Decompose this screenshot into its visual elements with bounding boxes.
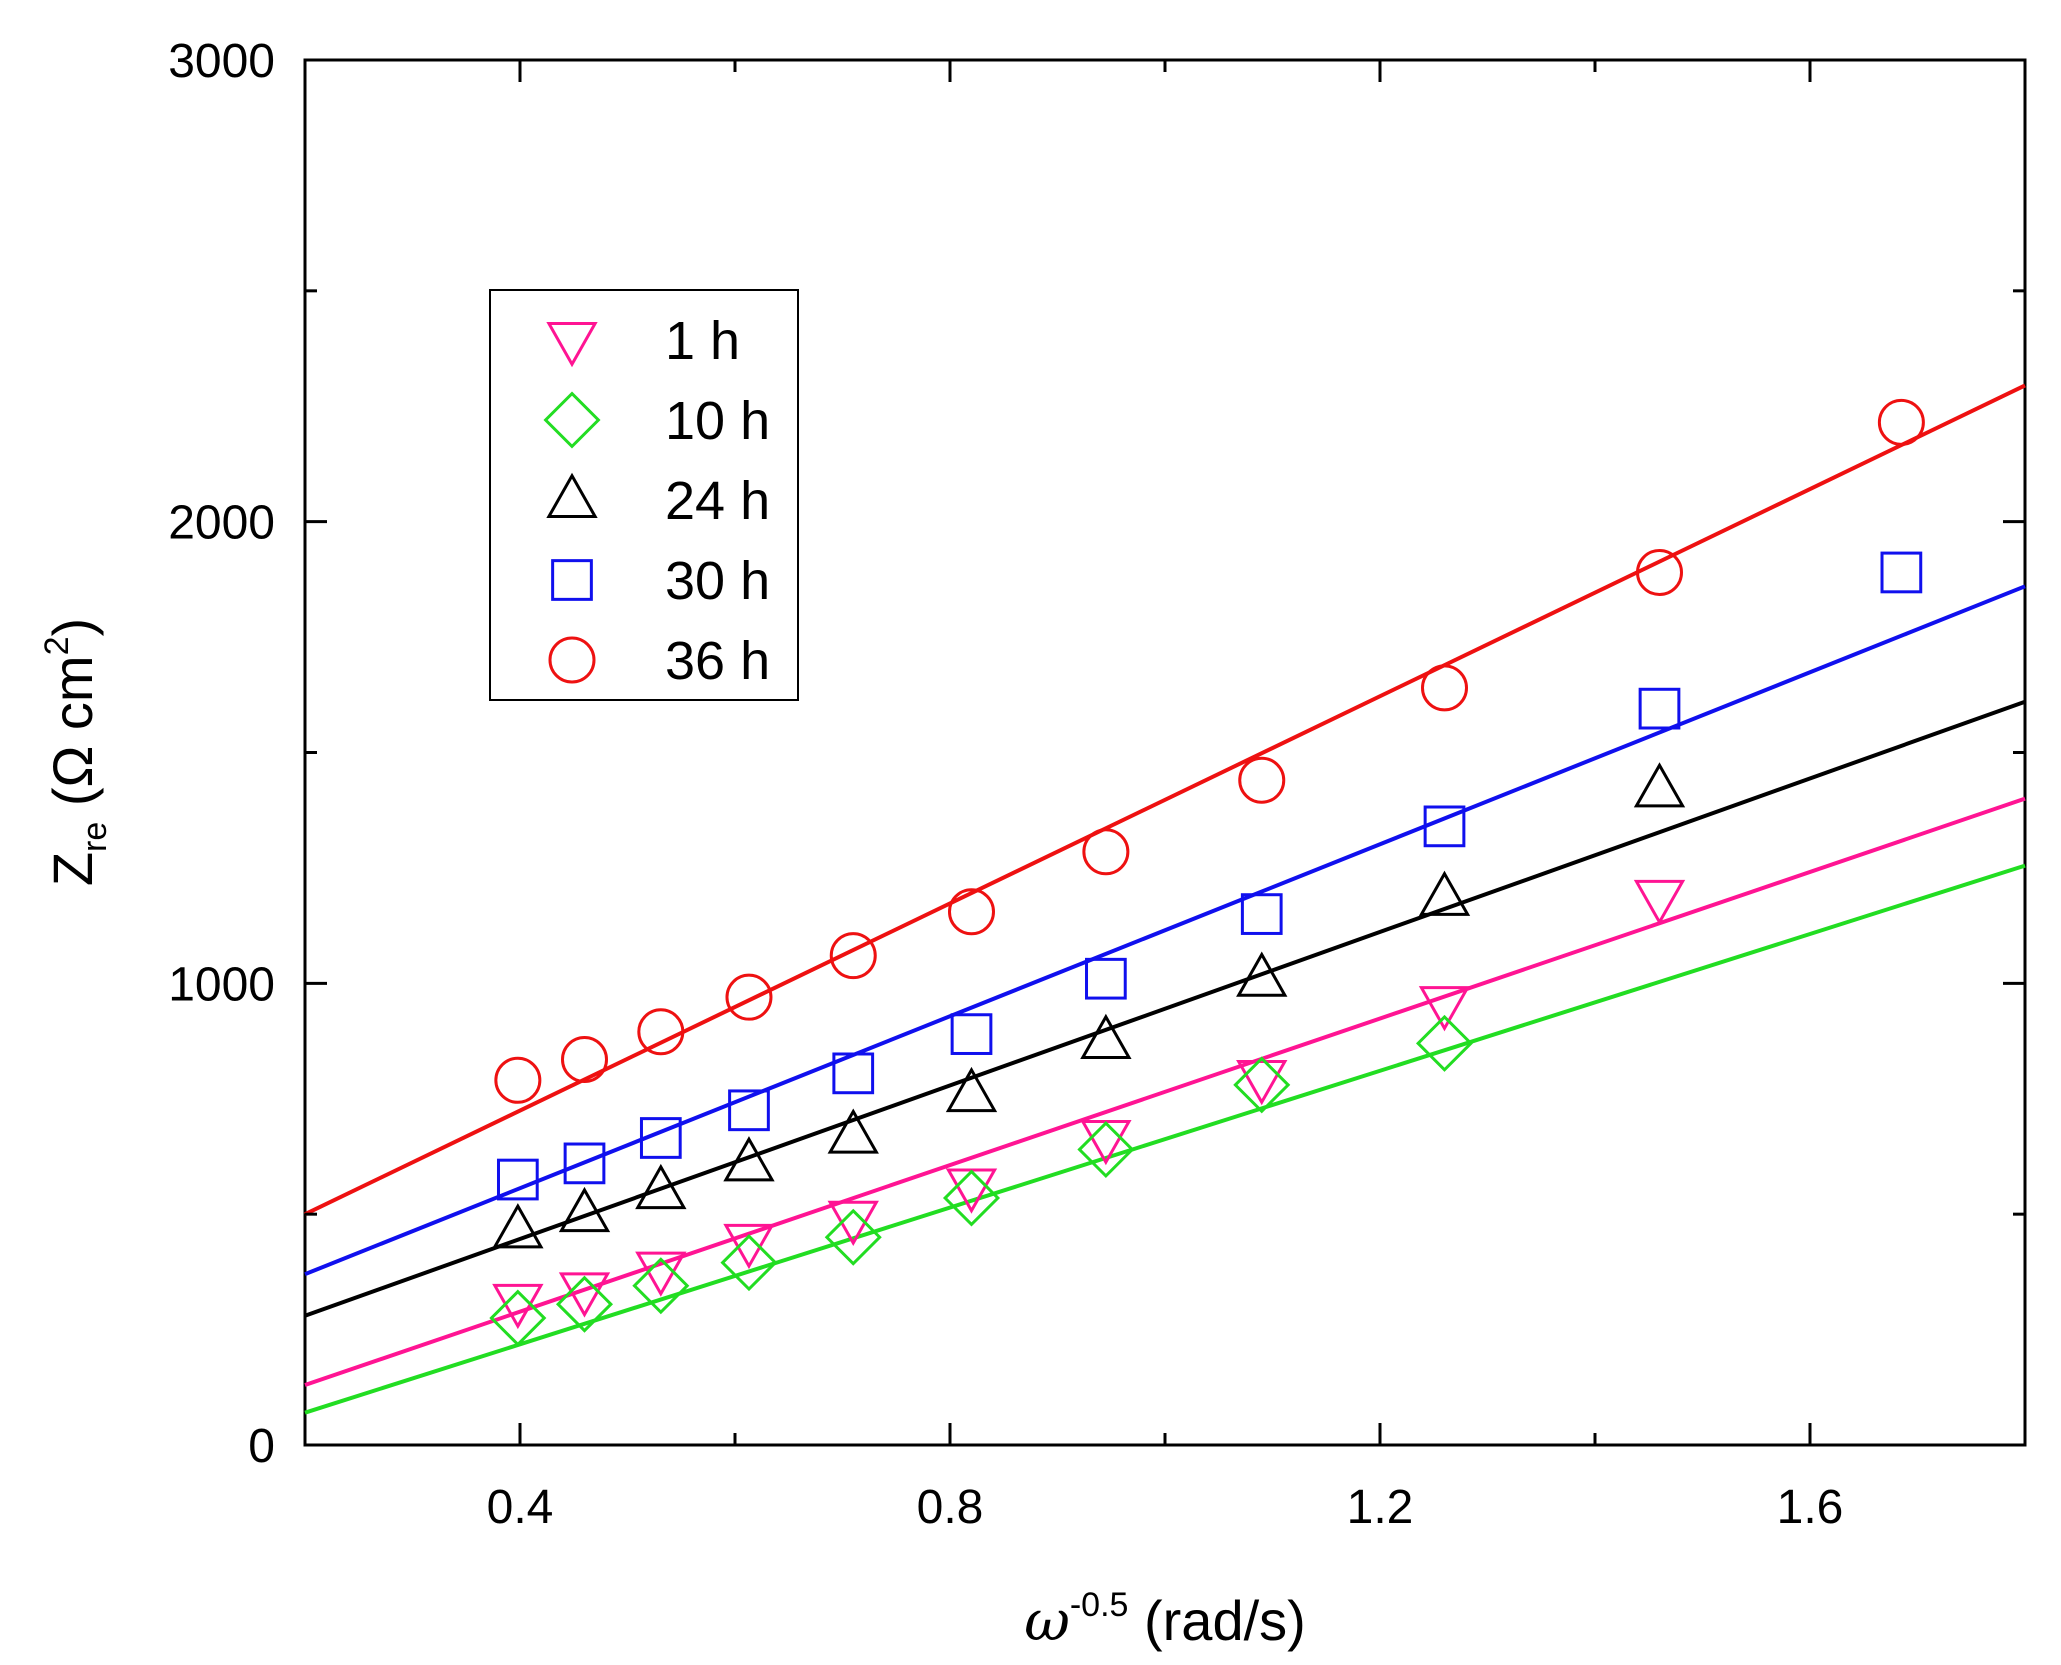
point-30h [496, 1158, 539, 1201]
y-axis-label-subscript: re [76, 822, 114, 852]
point-10h [555, 1275, 614, 1333]
fit-line-10h [304, 863, 2026, 1415]
point-36h [829, 932, 877, 980]
point-36h [1421, 664, 1468, 712]
point-30h [639, 1117, 682, 1159]
point-24h [558, 1186, 611, 1233]
legend-marker-36h [548, 636, 596, 684]
point-30h [1638, 687, 1681, 730]
y-tick-label: 0 [248, 1420, 275, 1473]
point-30h [832, 1052, 875, 1095]
x-axis-label: ω-0.5 (rad/s) [1024, 1586, 1306, 1654]
point-36h [494, 1056, 542, 1104]
point-30h [1240, 893, 1283, 935]
point-1h [723, 1223, 775, 1270]
point-36h [637, 1008, 685, 1056]
x-tick-label: 1.2 [1347, 1481, 1414, 1534]
point-1h [1236, 1059, 1288, 1106]
legend-marker-1h [546, 322, 598, 368]
point-24h [492, 1203, 544, 1249]
point-1h [1418, 986, 1471, 1032]
legend-marker-30h [551, 559, 593, 601]
point-1h [1633, 879, 1686, 926]
plot-area-frame [303, 58, 2027, 1447]
y-tick-label: 1000 [168, 958, 275, 1011]
y-axis: 0 1000 2000 3000 [168, 35, 2025, 1473]
point-24h [635, 1163, 687, 1210]
legend-frame [489, 289, 799, 701]
legend-label-10h: 10 h [665, 391, 770, 451]
legend-label-30h: 30 h [665, 551, 770, 611]
legend-marker-24h [546, 472, 598, 518]
data-markers [489, 398, 1925, 1347]
point-30h [1085, 957, 1127, 1000]
point-36h [725, 973, 773, 1021]
fit-line-1h [304, 796, 2026, 1387]
point-24h [945, 1066, 998, 1113]
x-tick-label: 0.4 [487, 1481, 554, 1534]
fit-line-30h [304, 584, 2026, 1277]
point-30h [728, 1089, 770, 1132]
point-10h [1415, 1014, 1474, 1072]
y-axis-label-exponent: 2 [38, 637, 76, 656]
y-axis-label-symbol: Z [41, 852, 104, 886]
point-36h [1238, 756, 1286, 804]
point-10h [632, 1257, 690, 1315]
point-10h [824, 1208, 882, 1266]
point-30h [563, 1142, 606, 1185]
point-30h [950, 1013, 993, 1055]
point-1h [558, 1272, 611, 1318]
point-10h [720, 1234, 778, 1292]
point-36h [561, 1036, 608, 1084]
fit-line-36h [304, 383, 2026, 1216]
point-10h [942, 1169, 1001, 1227]
y-axis-label-unit-open: (Ω cm [41, 655, 104, 821]
point-10h [489, 1289, 547, 1347]
point-30h [1880, 551, 1923, 594]
point-10h [1233, 1056, 1291, 1114]
y-axis-label: Zre (Ω cm2) [38, 618, 114, 886]
legend: 1 h 10 h 24 h 30 h 36 h [489, 289, 799, 701]
point-1h [492, 1283, 544, 1330]
x-axis-label-unit: (rad/s) [1128, 1589, 1305, 1652]
legend-label-36h: 36 h [665, 631, 770, 691]
point-10h [1077, 1121, 1135, 1179]
point-24h [1236, 951, 1288, 997]
x-axis: 0.4 0.8 1.2 1.6 [487, 60, 1844, 1534]
point-30h [1423, 805, 1466, 848]
y-tick-label: 2000 [168, 497, 275, 550]
point-24h [827, 1108, 879, 1154]
point-1h [635, 1251, 687, 1297]
x-tick-label: 0.8 [917, 1481, 984, 1534]
point-24h [1633, 762, 1686, 808]
point-24h [1418, 870, 1471, 916]
point-36h [948, 888, 995, 936]
legend-label-24h: 24 h [665, 471, 770, 531]
fit-line-24h [304, 699, 2026, 1318]
x-tick-label: 1.6 [1777, 1481, 1844, 1534]
point-24h [723, 1136, 775, 1182]
point-36h [1636, 548, 1683, 596]
y-tick-label: 3000 [168, 35, 275, 88]
legend-label-1h: 1 h [665, 311, 740, 371]
legend-marker-10h [543, 391, 601, 449]
x-axis-label-exponent: -0.5 [1070, 1586, 1129, 1624]
y-axis-label-unit-close: ) [41, 618, 104, 637]
point-36h [1082, 828, 1130, 876]
x-axis-label-symbol: ω [1024, 1589, 1070, 1654]
point-24h [1080, 1013, 1132, 1060]
point-36h [1877, 398, 1925, 446]
